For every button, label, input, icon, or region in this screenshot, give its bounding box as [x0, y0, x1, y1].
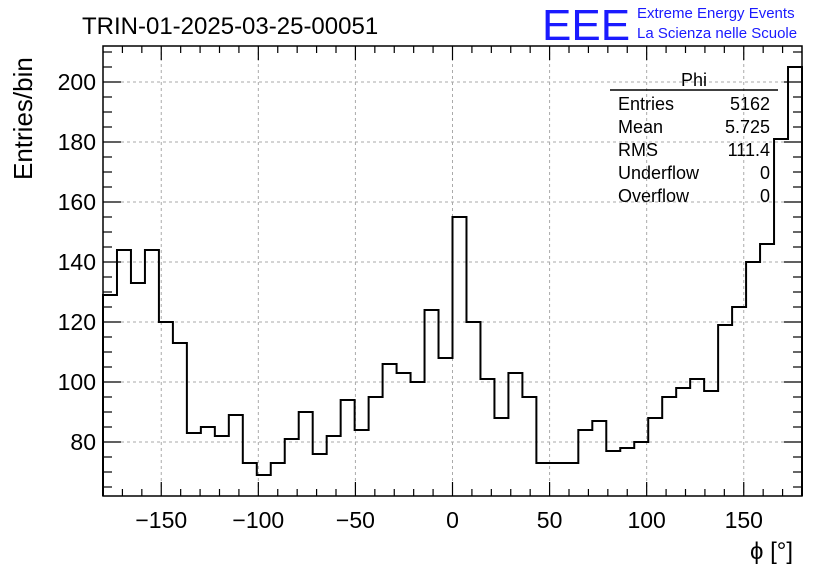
stats-value: 5.725	[725, 117, 770, 137]
logo-line-1: Extreme Energy Events	[637, 5, 795, 22]
stats-label: RMS	[618, 140, 658, 160]
grid-lines	[103, 46, 802, 496]
logo-line-2: La Scienza nelle Scuole	[637, 25, 797, 42]
stats-label: Mean	[618, 117, 663, 137]
y-tick-label: 140	[58, 249, 96, 275]
y-tick-label: 120	[58, 309, 96, 335]
stats-value: 0	[760, 163, 770, 183]
x-tick-label: 0	[446, 507, 459, 533]
stats-title: Phi	[681, 70, 707, 90]
stats-label: Entries	[618, 94, 674, 114]
y-axis-label: Entries/bin	[8, 57, 38, 180]
y-tick-label: 200	[58, 69, 96, 95]
x-tick-label: −150	[135, 507, 187, 533]
y-tick-label: 100	[58, 369, 96, 395]
x-tick-label: 150	[725, 507, 763, 533]
stats-label: Underflow	[618, 163, 700, 183]
x-tick-labels: −150 −100 −50 0 50 100 150	[135, 507, 763, 533]
y-tick-label: 180	[58, 129, 96, 155]
stats-value: 5162	[730, 94, 770, 114]
y-tick-labels: 80 100 120 140 160 180 200	[58, 69, 96, 455]
eee-logo: EEE Extreme Energy Events La Scienza nel…	[542, 1, 797, 50]
chart-title: TRIN-01-2025-03-25-00051	[82, 13, 378, 40]
stats-label: Overflow	[618, 186, 690, 206]
x-tick-label: −50	[336, 507, 375, 533]
stats-box: Phi Entries 5162 Mean 5.725 RMS 111.4 Underflo…	[610, 70, 778, 206]
x-tick-label: 50	[537, 507, 563, 533]
histogram-outline	[102, 66, 803, 496]
stats-value: 111.4	[728, 140, 770, 160]
stats-value: 0	[760, 186, 770, 206]
x-tick-label: −100	[232, 507, 284, 533]
x-axis-label: ϕ [°]	[750, 538, 793, 565]
y-tick-label: 160	[58, 189, 96, 215]
logo-mark: EEE	[542, 1, 630, 50]
x-tick-label: 100	[627, 507, 665, 533]
y-tick-label: 80	[70, 429, 96, 455]
axis-ticks	[103, 46, 802, 496]
